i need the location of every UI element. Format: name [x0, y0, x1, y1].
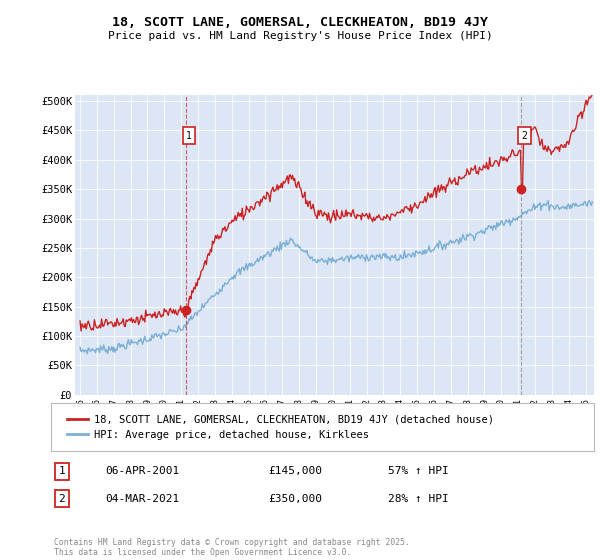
Text: 1: 1: [186, 130, 192, 141]
Text: Contains HM Land Registry data © Crown copyright and database right 2025.
This d: Contains HM Land Registry data © Crown c…: [54, 538, 410, 557]
Text: 57% ↑ HPI: 57% ↑ HPI: [388, 466, 448, 477]
Text: £350,000: £350,000: [268, 493, 322, 503]
Text: Price paid vs. HM Land Registry's House Price Index (HPI): Price paid vs. HM Land Registry's House …: [107, 31, 493, 41]
Text: 2: 2: [521, 130, 527, 141]
Text: £145,000: £145,000: [268, 466, 322, 477]
Text: 1: 1: [58, 466, 65, 477]
Text: 06-APR-2001: 06-APR-2001: [106, 466, 179, 477]
Legend: 18, SCOTT LANE, GOMERSAL, CLECKHEATON, BD19 4JY (detached house), HPI: Average p: 18, SCOTT LANE, GOMERSAL, CLECKHEATON, B…: [62, 409, 499, 445]
Text: 28% ↑ HPI: 28% ↑ HPI: [388, 493, 448, 503]
Text: 2: 2: [58, 493, 65, 503]
Text: 04-MAR-2021: 04-MAR-2021: [106, 493, 179, 503]
Text: 18, SCOTT LANE, GOMERSAL, CLECKHEATON, BD19 4JY: 18, SCOTT LANE, GOMERSAL, CLECKHEATON, B…: [112, 16, 488, 29]
